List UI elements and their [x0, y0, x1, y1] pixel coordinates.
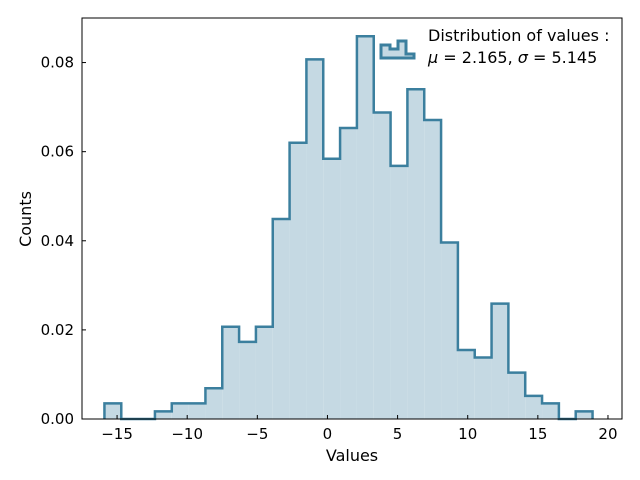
legend-line-1: Distribution of values : — [428, 26, 609, 45]
x-tick-label: −5 — [246, 425, 268, 443]
histogram-bin — [407, 89, 425, 420]
histogram-bin — [205, 388, 223, 419]
x-tick-label: −15 — [101, 425, 133, 443]
histogram-bin — [239, 341, 256, 419]
histogram-bin — [491, 303, 509, 419]
x-axis-label: Values — [326, 446, 378, 465]
y-tick-label: 0.02 — [41, 321, 74, 339]
histogram-bin — [289, 142, 307, 419]
legend-sigma-symbol: σ — [518, 48, 529, 67]
histogram-bin — [457, 349, 475, 419]
histogram-bin — [171, 403, 189, 419]
x-axis-ticks: −15 −10 −5 0 5 10 15 20 — [101, 415, 618, 443]
legend-mu-value: = 2.165, — [438, 48, 518, 67]
legend-sigma-value: = 5.145 — [528, 48, 597, 67]
histogram-bin — [441, 242, 458, 419]
legend-line-2: μ = 2.165, σ = 5.145 — [427, 48, 597, 67]
histogram-bin — [424, 120, 442, 419]
histogram-bin — [323, 158, 341, 419]
y-tick-label: 0.08 — [41, 54, 74, 72]
histogram-bin — [575, 411, 593, 419]
histogram-bin — [255, 326, 273, 419]
legend-mu-symbol: μ — [427, 48, 438, 67]
y-axis-ticks: 0.00 0.02 0.04 0.06 0.08 — [41, 54, 86, 428]
y-axis-label: Counts — [16, 191, 35, 247]
x-tick-label: 20 — [598, 425, 617, 443]
histogram-bin — [525, 395, 543, 419]
histogram-bin — [188, 403, 206, 419]
y-tick-label: 0.00 — [41, 410, 74, 428]
histogram-bin — [154, 411, 172, 419]
histogram-bin — [542, 403, 559, 419]
histogram-bin — [508, 372, 526, 419]
legend: Distribution of values : μ = 2.165, σ = … — [379, 26, 609, 67]
histogram-bin — [340, 128, 357, 419]
histogram-bin — [390, 165, 408, 419]
x-tick-label: 15 — [528, 425, 547, 443]
histogram-bin — [373, 112, 391, 420]
x-tick-label: 10 — [458, 425, 477, 443]
histogram-bin — [104, 403, 122, 419]
histogram-bin — [272, 218, 290, 419]
plot-frame — [81, 17, 623, 420]
histogram-bin — [222, 326, 240, 419]
histogram-bin — [306, 59, 324, 419]
histogram-bin — [356, 36, 374, 420]
y-tick-label: 0.06 — [41, 143, 74, 161]
x-tick-label: −10 — [171, 425, 203, 443]
legend-swatch — [379, 39, 416, 60]
histogram-bin — [474, 357, 492, 419]
histogram-bars — [103, 35, 594, 421]
y-tick-label: 0.04 — [41, 232, 74, 250]
histogram-step-outline — [103, 35, 594, 421]
x-tick-label: 0 — [323, 425, 333, 443]
x-tick-label: 5 — [393, 425, 403, 443]
